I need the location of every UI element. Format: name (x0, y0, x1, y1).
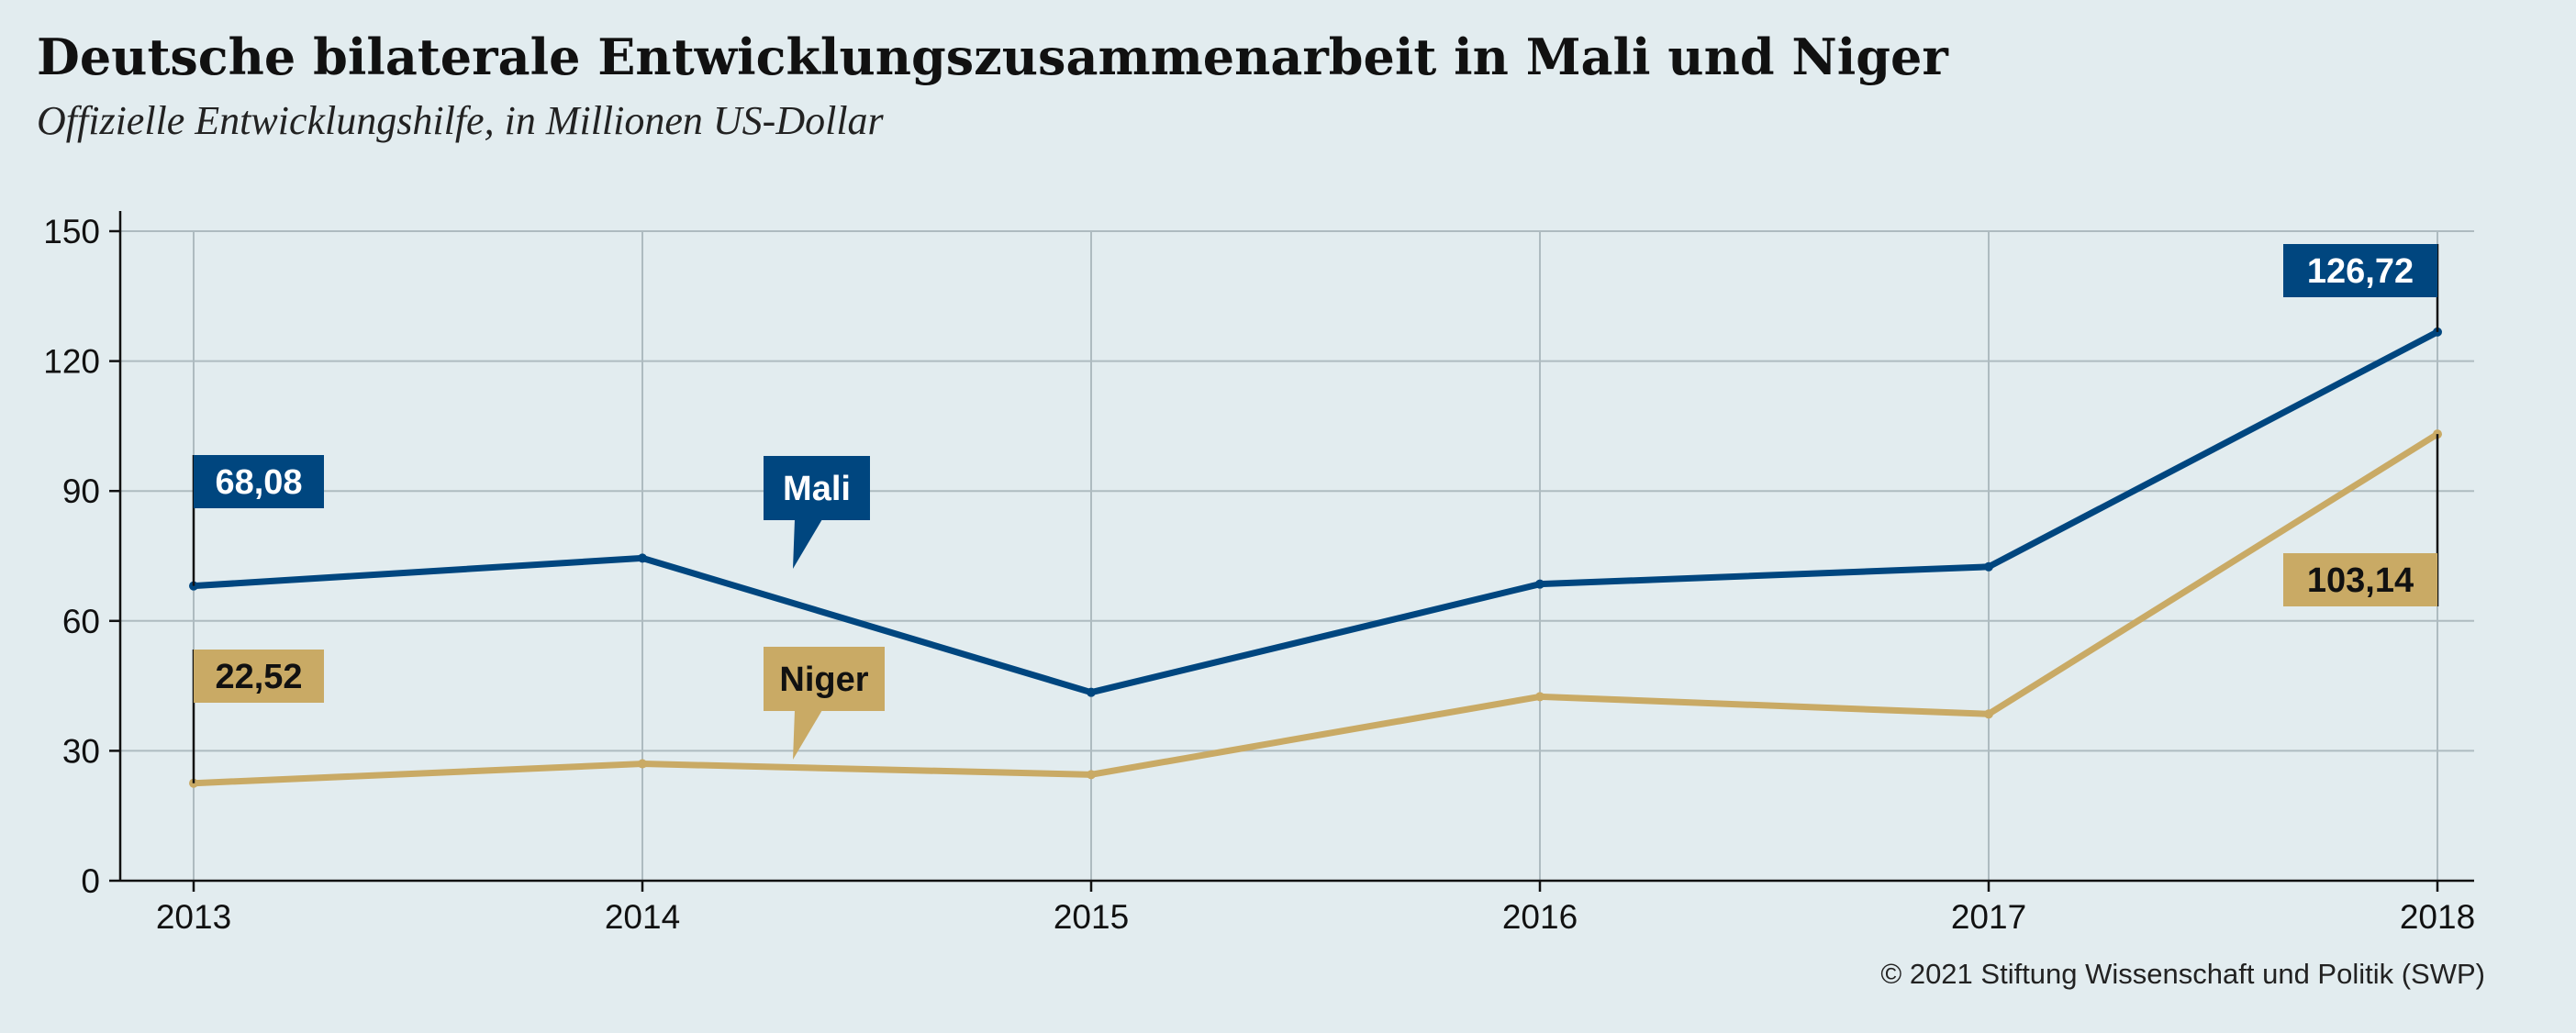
data-point-niger (1087, 770, 1096, 780)
y-tick-label: 0 (81, 862, 100, 900)
data-point-mali (1087, 687, 1096, 697)
x-tick-label: 2014 (605, 898, 680, 936)
series-line-mali (190, 328, 2441, 696)
data-point-niger (638, 759, 647, 769)
y-tick-label: 120 (43, 343, 100, 381)
data-point-mali (638, 553, 647, 563)
copyright-note: © 2021 Stiftung Wissenschaft und Politik… (1880, 958, 2485, 990)
x-tick-label: 2017 (1951, 898, 2026, 936)
value-label: 126,72 (2307, 252, 2414, 291)
data-point-mali (1535, 579, 1544, 589)
value-label: 68,08 (215, 463, 302, 502)
x-tick-label: 2016 (1502, 898, 1578, 936)
value-label-box (194, 650, 324, 703)
y-tick-label: 30 (62, 732, 100, 770)
value-label: 22,52 (215, 658, 302, 696)
y-tick-label: 150 (43, 213, 100, 250)
value-label-box (2283, 244, 2437, 297)
value-label: 103,14 (2307, 561, 2414, 600)
data-point-mali (1984, 561, 1993, 572)
series-callout-pointer (793, 519, 822, 569)
series-callout-box (764, 456, 870, 520)
y-tick-label: 90 (62, 472, 100, 510)
x-tick-label: 2015 (1054, 898, 1129, 936)
value-label-box (2283, 553, 2437, 606)
series-callout-box (764, 647, 885, 711)
x-tick-label: 2013 (156, 898, 231, 936)
series-line-niger (190, 430, 2441, 787)
chart-subtitle: Offizielle Entwicklungshilfe, in Million… (37, 98, 884, 143)
series-name-label: Mali (783, 470, 851, 508)
y-tick-label: 60 (62, 603, 100, 640)
x-tick-label: 2018 (2400, 898, 2475, 936)
series-name-label: Niger (779, 661, 868, 699)
data-point-niger (1984, 709, 1993, 719)
data-point-niger (1535, 692, 1544, 702)
series-callout-pointer (793, 710, 822, 760)
value-label-box (194, 455, 324, 508)
chart-title: Deutsche bilaterale Entwicklungszusammen… (37, 28, 1948, 86)
